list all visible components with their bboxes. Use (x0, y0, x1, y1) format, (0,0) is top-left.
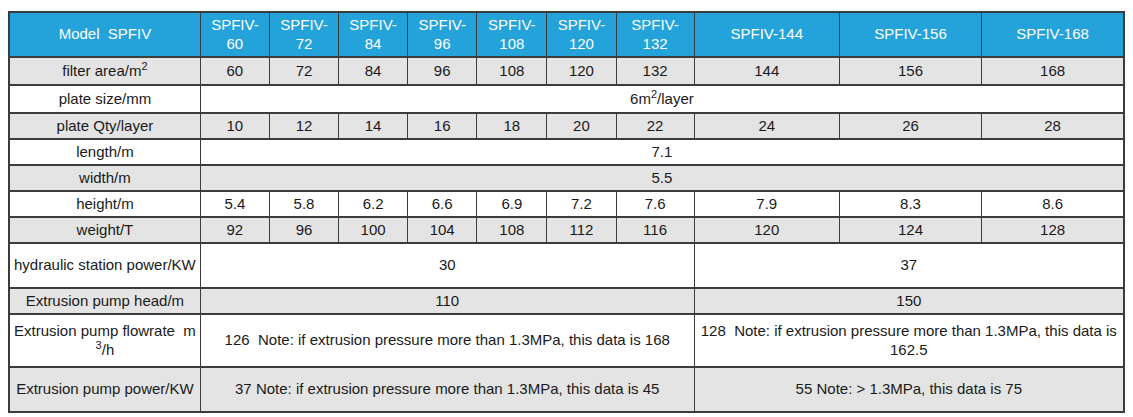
value-cell-span-left: 110 (200, 288, 694, 314)
value-cell: 92 (200, 217, 269, 243)
row-plate-qty: plate Qty/layer 10 12 14 16 18 20 22 24 … (9, 113, 1124, 139)
row-label-plate-qty: plate Qty/layer (9, 113, 200, 139)
value-cell: 112 (547, 217, 616, 243)
row-length: length/m 7.1 (9, 139, 1124, 165)
value-cell: 124 (839, 217, 981, 243)
value-cell: 8.6 (982, 191, 1124, 217)
value-cell-span-right: 150 (694, 288, 1124, 314)
value-cell: 24 (694, 113, 839, 139)
row-hydraulic-power: hydraulic station power/KW 30 37 (9, 243, 1124, 288)
value-cell: 168 (982, 57, 1124, 85)
value-cell: 20 (547, 113, 616, 139)
row-pump-flowrate: Extrusion pump flowrate m3/h 126 Note: i… (9, 314, 1124, 367)
value-cell: 84 (339, 57, 408, 85)
value-cell: 16 (408, 113, 477, 139)
value-cell: 26 (839, 113, 981, 139)
col-header-spfiv-108: SPFIV-108 (477, 12, 547, 57)
row-weight: weight/T 92 96 100 104 108 112 116 120 1… (9, 217, 1124, 243)
col-header-spfiv-96: SPFIV-96 (408, 12, 477, 57)
value-cell: 5.8 (269, 191, 338, 217)
row-label-pump-flowrate: Extrusion pump flowrate m3/h (9, 314, 200, 367)
row-label-height: height/m (9, 191, 200, 217)
row-label-length: length/m (9, 139, 200, 165)
row-label-width: width/m (9, 165, 200, 191)
value-cell: 120 (694, 217, 839, 243)
value-cell: 12 (269, 113, 338, 139)
value-cell: 120 (547, 57, 616, 85)
value-cell-span-all: 7.1 (200, 139, 1124, 165)
table-header-row: Model SPFIV SPFIV-60 SPFIV-72 SPFIV-84 S… (9, 12, 1124, 57)
value-cell: 14 (339, 113, 408, 139)
value-cell: 5.4 (200, 191, 269, 217)
value-cell-span-all: 6m2/layer (200, 85, 1124, 113)
col-header-spfiv-132: SPFIV-132 (616, 12, 694, 57)
value-cell: 116 (616, 217, 694, 243)
model-header-cell: Model SPFIV (9, 12, 200, 57)
row-width: width/m 5.5 (9, 165, 1124, 191)
value-cell: 6.6 (408, 191, 477, 217)
value-cell-span-left: 126 Note: if extrusion pressure more tha… (200, 314, 694, 367)
value-cell: 6.2 (339, 191, 408, 217)
col-header-spfiv-84: SPFIV-84 (339, 12, 408, 57)
row-label-plate-size: plate size/mm (9, 85, 200, 113)
value-cell-span-left: 30 (200, 243, 694, 288)
value-cell: 28 (982, 113, 1124, 139)
value-cell: 108 (477, 217, 547, 243)
row-pump-power: Extrusion pump power/KW 37 Note: if extr… (9, 367, 1124, 412)
row-pump-head: Extrusion pump head/m 110 150 (9, 288, 1124, 314)
value-cell: 18 (477, 113, 547, 139)
value-cell: 7.9 (694, 191, 839, 217)
value-cell: 96 (408, 57, 477, 85)
value-cell: 128 (982, 217, 1124, 243)
value-cell: 10 (200, 113, 269, 139)
row-height: height/m 5.4 5.8 6.2 6.6 6.9 7.2 7.6 7.9… (9, 191, 1124, 217)
row-label-pump-head: Extrusion pump head/m (9, 288, 200, 314)
row-label-weight: weight/T (9, 217, 200, 243)
value-cell-span-right: 55 Note: > 1.3MPa, this data is 75 (694, 367, 1124, 412)
value-cell: 8.3 (839, 191, 981, 217)
col-header-spfiv-156: SPFIV-156 (839, 12, 981, 57)
value-cell-span-all: 5.5 (200, 165, 1124, 191)
value-cell: 72 (269, 57, 338, 85)
value-cell: 108 (477, 57, 547, 85)
col-header-spfiv-60: SPFIV-60 (200, 12, 269, 57)
col-header-spfiv-120: SPFIV-120 (547, 12, 616, 57)
value-cell: 96 (269, 217, 338, 243)
row-label-filter-area: filter area/m2 (9, 57, 200, 85)
row-label-hydraulic-power: hydraulic station power/KW (9, 243, 200, 288)
value-cell: 100 (339, 217, 408, 243)
page: Model SPFIV SPFIV-60 SPFIV-72 SPFIV-84 S… (0, 0, 1133, 417)
value-cell-span-left: 37 Note: if extrusion pressure more than… (200, 367, 694, 412)
value-cell: 104 (408, 217, 477, 243)
value-cell: 7.6 (616, 191, 694, 217)
col-header-spfiv-72: SPFIV-72 (269, 12, 338, 57)
value-cell-span-right: 37 (694, 243, 1124, 288)
value-cell: 132 (616, 57, 694, 85)
spec-table: Model SPFIV SPFIV-60 SPFIV-72 SPFIV-84 S… (8, 11, 1125, 413)
value-cell: 7.2 (547, 191, 616, 217)
value-cell: 144 (694, 57, 839, 85)
col-header-spfiv-144: SPFIV-144 (694, 12, 839, 57)
value-cell-span-right: 128 Note: if extrusion pressure more tha… (694, 314, 1124, 367)
row-filter-area: filter area/m2 60 72 84 96 108 120 132 1… (9, 57, 1124, 85)
col-header-spfiv-168: SPFIV-168 (982, 12, 1124, 57)
row-label-pump-power: Extrusion pump power/KW (9, 367, 200, 412)
value-cell: 60 (200, 57, 269, 85)
value-cell: 6.9 (477, 191, 547, 217)
row-plate-size: plate size/mm 6m2/layer (9, 85, 1124, 113)
value-cell: 156 (839, 57, 981, 85)
value-cell: 22 (616, 113, 694, 139)
